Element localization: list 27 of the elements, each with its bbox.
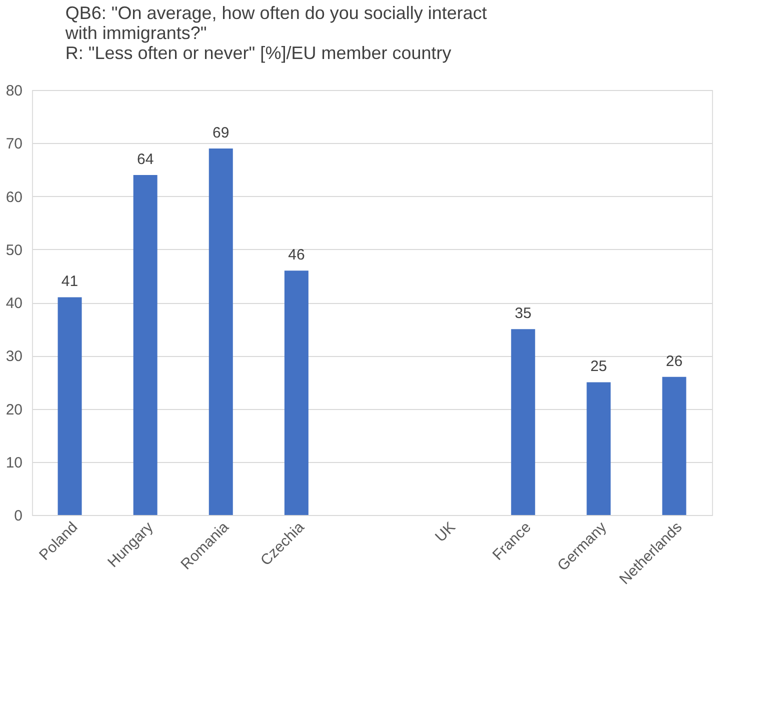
x-tick-label: UK xyxy=(432,518,459,546)
text: R: "Less often or never" [%]/EU member country xyxy=(65,43,452,63)
bar xyxy=(662,376,686,515)
data-label: 46 xyxy=(288,246,305,264)
text: QB6: "On average, how often do you socially interact xyxy=(65,3,487,23)
bar xyxy=(133,175,158,515)
data-label: 35 xyxy=(514,305,532,322)
data-label: 25 xyxy=(590,358,608,376)
y-tick-label: 0 xyxy=(14,508,22,524)
bar xyxy=(586,382,611,515)
y-tick-label: 10 xyxy=(6,454,22,472)
bar xyxy=(284,270,308,515)
bar xyxy=(511,329,536,515)
data-label: 26 xyxy=(666,352,683,370)
y-tick-label: 20 xyxy=(6,401,22,418)
y-tick-label: 80 xyxy=(6,82,22,100)
data-label: 64 xyxy=(136,151,154,168)
y-tick-label: 60 xyxy=(6,188,22,206)
data-label: 69 xyxy=(212,124,230,142)
y-tick-label: 40 xyxy=(6,295,22,312)
y-tick-label: 30 xyxy=(6,348,22,366)
text: with immigrants?" xyxy=(65,23,207,43)
bar xyxy=(208,148,233,515)
data-label: 41 xyxy=(61,273,78,290)
y-tick-label: 50 xyxy=(6,242,22,259)
bar xyxy=(58,297,82,515)
y-tick-label: 70 xyxy=(6,136,22,153)
